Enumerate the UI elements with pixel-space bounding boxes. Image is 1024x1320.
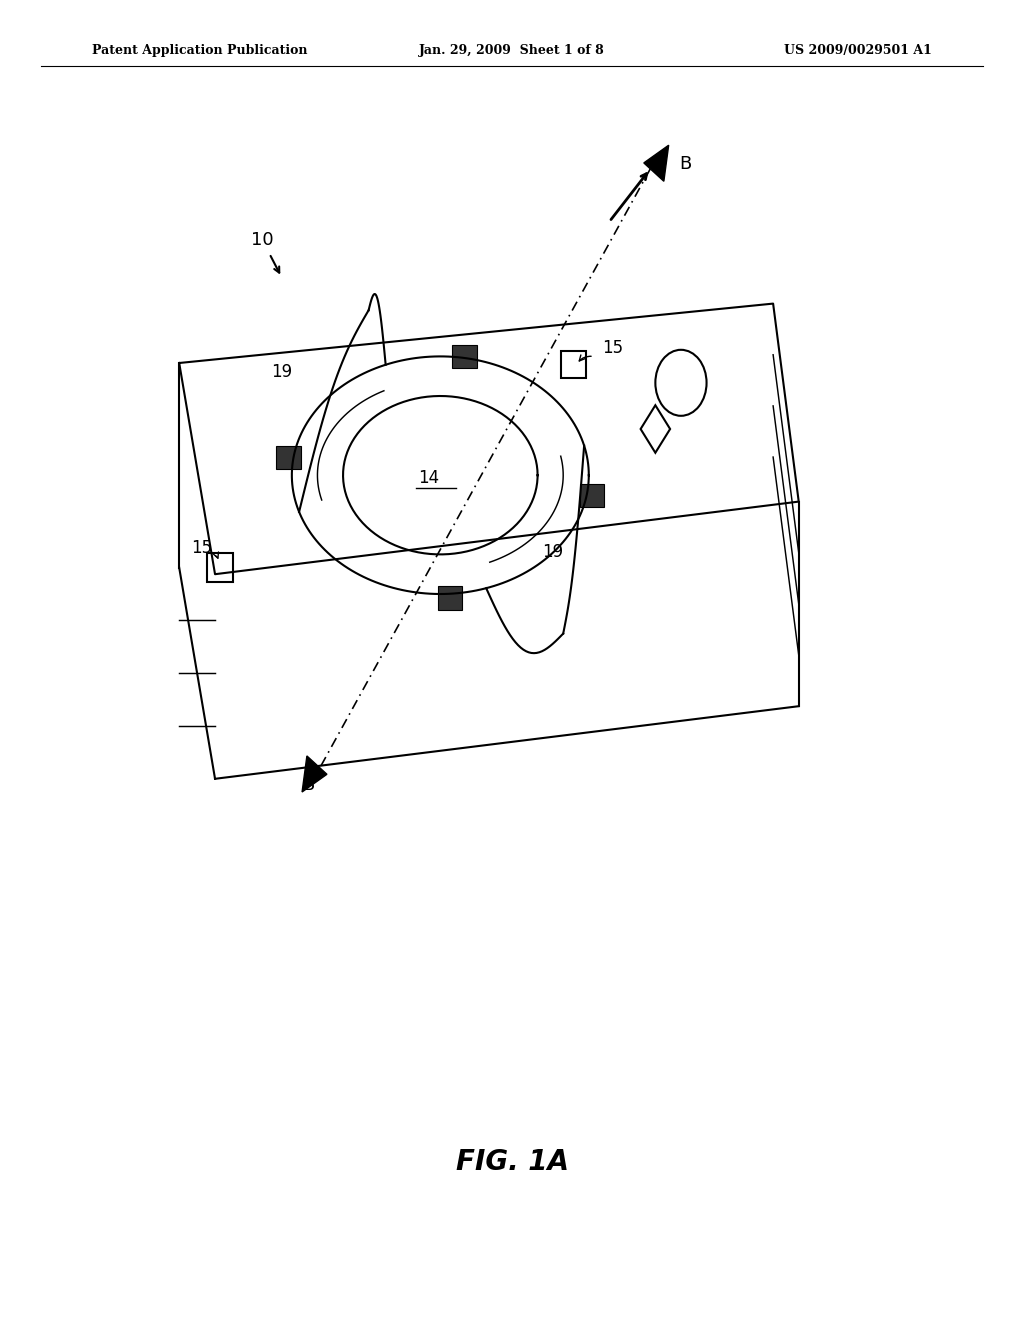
Bar [452, 345, 476, 368]
Text: Patent Application Publication: Patent Application Publication [92, 44, 307, 57]
Text: 15: 15 [602, 339, 624, 358]
Text: B: B [302, 776, 314, 795]
Bar [580, 483, 604, 507]
Text: 19: 19 [543, 543, 563, 561]
Text: 10: 10 [251, 231, 273, 249]
Text: 14: 14 [418, 469, 439, 487]
Bar [207, 553, 233, 582]
Text: FIG. 1A: FIG. 1A [456, 1147, 568, 1176]
Polygon shape [302, 756, 327, 792]
Text: Jan. 29, 2009  Sheet 1 of 8: Jan. 29, 2009 Sheet 1 of 8 [419, 44, 605, 57]
Bar [561, 351, 586, 378]
Bar [276, 446, 301, 470]
Text: 19: 19 [271, 363, 292, 381]
Text: B: B [679, 154, 691, 173]
Polygon shape [644, 145, 669, 181]
Text: 15: 15 [191, 539, 213, 557]
Bar [437, 586, 462, 610]
Text: US 2009/0029501 A1: US 2009/0029501 A1 [784, 44, 932, 57]
